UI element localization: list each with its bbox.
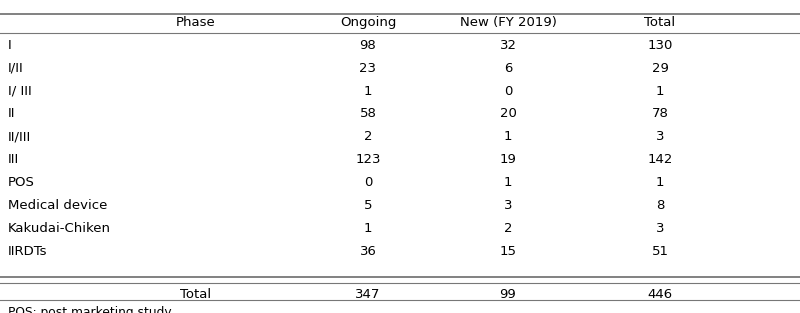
Text: Ongoing: Ongoing [340,16,396,29]
Text: 99: 99 [500,288,516,301]
Text: 1: 1 [504,130,512,143]
Text: 3: 3 [504,199,512,212]
Text: New (FY 2019): New (FY 2019) [459,16,557,29]
Text: 142: 142 [647,153,673,166]
Text: 3: 3 [656,222,664,235]
Text: IIRDTs: IIRDTs [8,244,47,258]
Text: I: I [8,39,12,52]
Text: Total: Total [181,288,211,301]
Text: III: III [8,153,19,166]
Text: 20: 20 [499,107,517,121]
Text: 2: 2 [504,222,512,235]
Text: 446: 446 [647,288,673,301]
Text: 1: 1 [656,176,664,189]
Text: Kakudai-Chiken: Kakudai-Chiken [8,222,111,235]
Text: Medical device: Medical device [8,199,107,212]
Text: I/ III: I/ III [8,85,32,98]
Text: 15: 15 [499,244,517,258]
Text: 1: 1 [504,176,512,189]
Text: 0: 0 [504,85,512,98]
Text: 8: 8 [656,199,664,212]
Text: 1: 1 [364,85,372,98]
Text: 58: 58 [359,107,377,121]
Text: 78: 78 [651,107,669,121]
Text: POS: POS [8,176,35,189]
Text: 98: 98 [360,39,376,52]
Text: 51: 51 [651,244,669,258]
Text: II/III: II/III [8,130,31,143]
Text: I/II: I/II [8,62,24,75]
Text: II: II [8,107,15,121]
Text: 2: 2 [364,130,372,143]
Text: 23: 23 [359,62,377,75]
Text: 1: 1 [364,222,372,235]
Text: 1: 1 [656,85,664,98]
Text: 29: 29 [651,62,669,75]
Text: 3: 3 [656,130,664,143]
Text: 36: 36 [359,244,377,258]
Text: 5: 5 [364,199,372,212]
Text: Phase: Phase [176,16,216,29]
Text: 6: 6 [504,62,512,75]
Text: 130: 130 [647,39,673,52]
Text: 32: 32 [499,39,517,52]
Text: 19: 19 [499,153,517,166]
Text: 347: 347 [355,288,381,301]
Text: 123: 123 [355,153,381,166]
Text: POS: post marketing study: POS: post marketing study [8,306,172,313]
Text: Total: Total [645,16,675,29]
Text: 0: 0 [364,176,372,189]
